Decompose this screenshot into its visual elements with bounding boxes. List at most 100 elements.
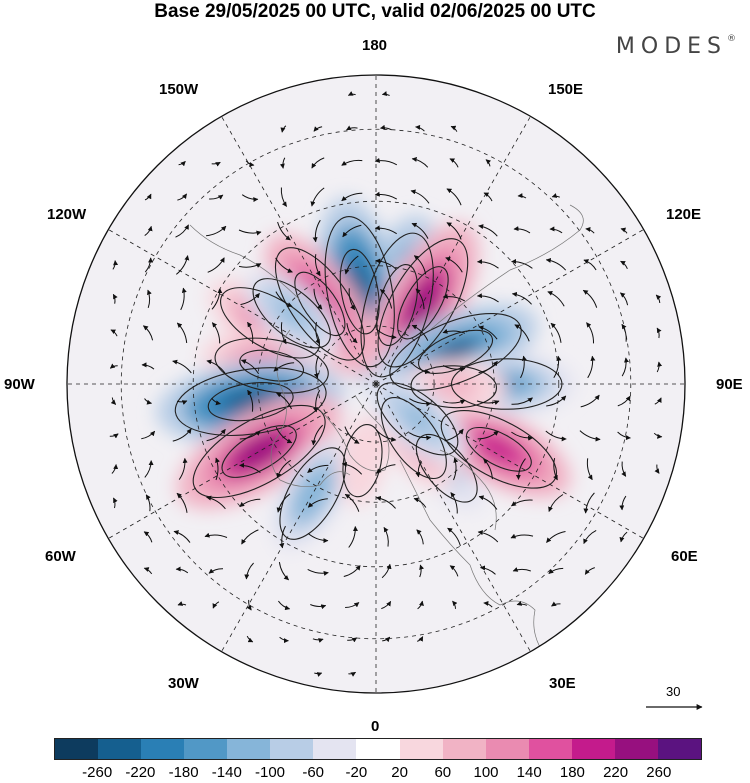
anomaly-contour	[410, 365, 498, 409]
wind-vector	[239, 498, 261, 508]
anomaly-contour	[397, 266, 449, 340]
colorbar-swatch	[657, 739, 701, 759]
wind-vector	[241, 529, 259, 545]
wind-vector	[417, 600, 424, 610]
wind-vector	[314, 672, 323, 677]
wind-vector	[579, 430, 601, 442]
wind-vector	[110, 329, 118, 337]
wind-vector	[143, 531, 153, 543]
colorbar-tick-label: -140	[211, 764, 242, 781]
label-90w: 90W	[4, 376, 35, 393]
wind-vector	[178, 160, 186, 167]
label-120w: 120W	[47, 206, 87, 223]
wind-vector	[238, 263, 262, 268]
wind-vector	[313, 355, 319, 379]
anomaly-contour	[339, 248, 380, 335]
wind-vector	[511, 258, 533, 269]
wind-vector	[520, 355, 527, 379]
wind-vector	[177, 601, 187, 606]
wind-vector	[381, 563, 392, 579]
meridian-line	[108, 229, 377, 385]
wind-vector	[215, 457, 220, 481]
wind-vector	[450, 492, 458, 514]
wind-vector	[344, 426, 360, 444]
wind-vector	[511, 397, 533, 405]
wind-vector	[548, 494, 564, 512]
wind-vector	[511, 431, 534, 441]
wind-vector	[310, 187, 325, 207]
wind-vector	[485, 159, 492, 167]
wind-vector	[110, 397, 117, 405]
wind-vectors	[109, 91, 663, 677]
anomaly-contour	[342, 424, 383, 498]
anomaly-contour	[294, 271, 346, 337]
colorbar-tick-label: 20	[391, 764, 408, 781]
wind-vector	[511, 291, 532, 305]
wind-vector	[582, 289, 598, 308]
wind-vector	[415, 288, 425, 310]
latitude-circle	[120, 128, 632, 640]
map-boundary	[66, 74, 686, 694]
wind-vector	[516, 601, 528, 606]
colorbar-tick-label: 180	[559, 764, 585, 781]
wind-vector	[144, 193, 152, 201]
wind-vector	[653, 432, 663, 439]
wind-vector	[551, 193, 560, 198]
wind-vector	[510, 499, 533, 507]
anomaly-contour	[274, 247, 365, 361]
wind-vector	[206, 495, 226, 510]
wind-vector	[311, 157, 325, 169]
wind-vector	[410, 361, 431, 375]
wind-vector	[477, 430, 499, 440]
wind-vector	[654, 397, 662, 405]
wind-vector	[477, 530, 499, 543]
wind-vector	[275, 291, 293, 307]
wind-vector	[380, 289, 393, 309]
anomaly-blob	[236, 435, 283, 468]
wind-vector	[374, 191, 398, 200]
label-150e: 150E	[548, 81, 584, 98]
wind-vector	[279, 157, 286, 169]
colorbar-tick-label: 100	[473, 764, 499, 781]
wind-vector	[144, 460, 154, 478]
wind-vector	[515, 458, 526, 480]
anomaly-contour	[380, 396, 447, 480]
wind-vector	[413, 497, 427, 508]
wind-vector	[279, 636, 289, 644]
wind-vector	[620, 227, 628, 234]
colorbar-swatch	[399, 739, 443, 759]
wind-vector	[307, 464, 329, 473]
colorbar-tick-labels: -260 -220 -180 -140 -100 -60 -20 20 60 100 140 180 2…	[0, 764, 750, 782]
wind-vector	[553, 457, 558, 481]
anomaly-contour	[376, 382, 459, 456]
wind-vector	[280, 322, 287, 345]
wind-vector	[144, 257, 154, 273]
wind-vector	[275, 257, 293, 273]
wind-vector	[513, 226, 531, 234]
wind-vector	[442, 328, 466, 334]
polar-stereographic-map	[66, 74, 686, 694]
colorbar-tick-label: 60	[434, 764, 452, 781]
wind-vector	[144, 398, 152, 405]
meridian-line	[375, 229, 644, 385]
wind-vector	[553, 355, 562, 379]
wind-vector	[173, 530, 191, 543]
wind-vector	[180, 287, 187, 311]
wind-vector	[375, 429, 397, 442]
colorbar-tick-label: -220	[125, 764, 156, 781]
wind-vector	[206, 225, 227, 237]
wind-vector	[344, 493, 360, 512]
wind-vector	[175, 224, 189, 238]
wind-vector	[656, 361, 663, 373]
wind-vector	[273, 362, 295, 372]
colorbar-swatch	[270, 739, 314, 759]
coast-alaska	[189, 224, 301, 301]
wind-vector	[476, 400, 500, 405]
wind-vector	[655, 294, 662, 304]
wind-vector	[409, 398, 432, 407]
wind-vector	[244, 562, 254, 580]
wind-vector	[276, 459, 291, 479]
wind-vector	[477, 259, 499, 269]
latitude-circle	[192, 200, 560, 568]
wind-vector	[547, 291, 565, 307]
